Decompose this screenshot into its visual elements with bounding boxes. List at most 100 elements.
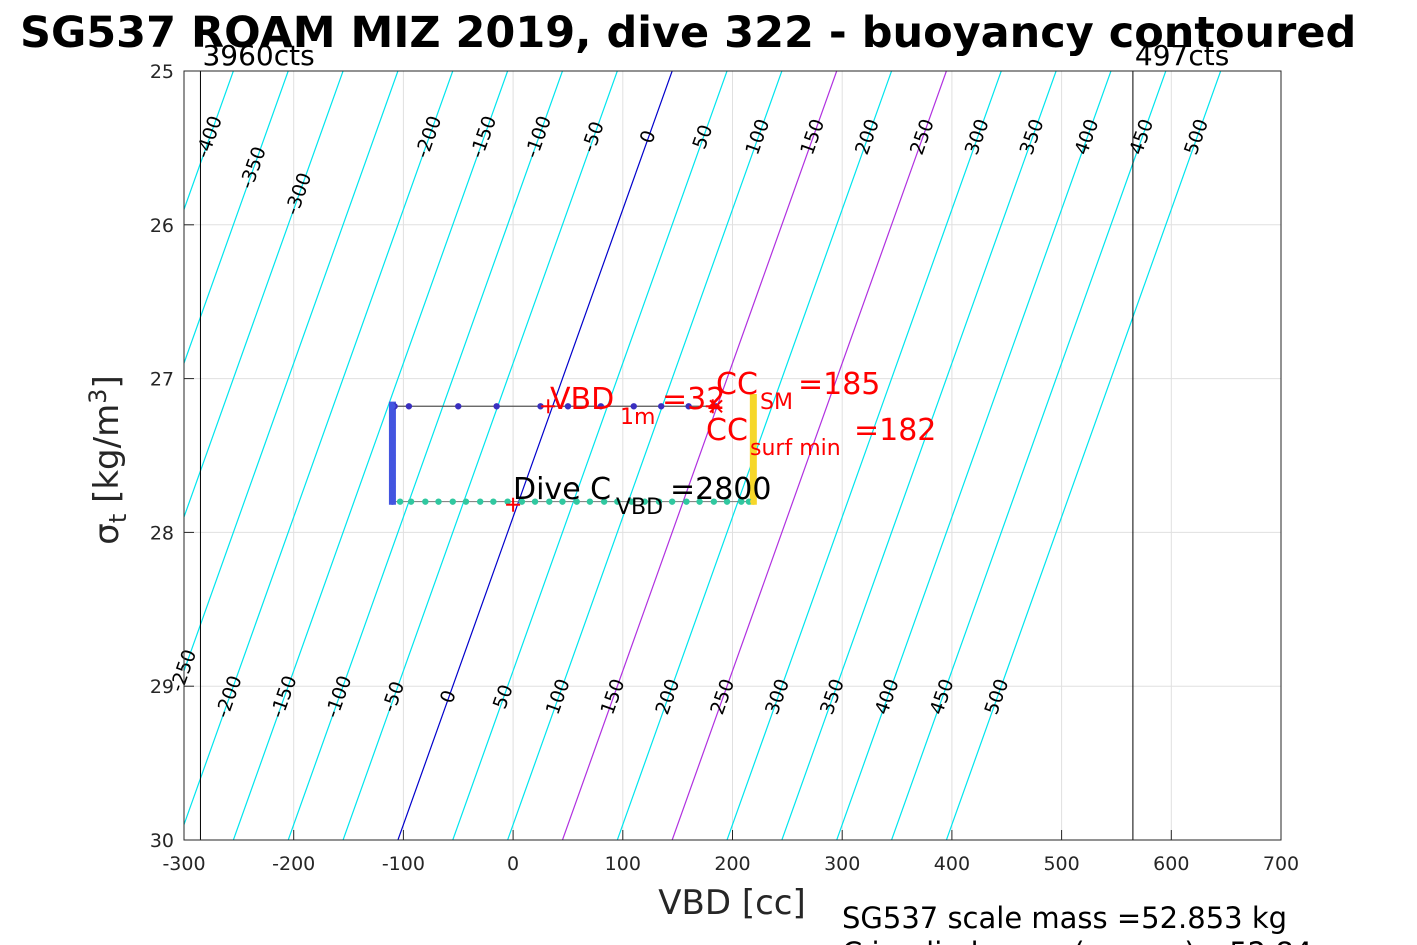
contour-label: 100 — [542, 676, 575, 718]
contour-label: 300 — [961, 116, 994, 158]
contour-label: 200 — [851, 116, 884, 158]
contour-label: 300 — [761, 676, 794, 718]
contour-label: 0 — [436, 687, 461, 706]
descent-point — [389, 498, 396, 505]
contour-line — [726, 71, 1002, 840]
bottom-point — [573, 498, 580, 505]
contour-line — [184, 71, 344, 519]
contour-line — [342, 71, 618, 840]
descent-point — [389, 475, 396, 482]
bottom-point — [641, 498, 648, 505]
contour-line — [452, 71, 728, 840]
x-tick-label: -300 — [162, 853, 205, 875]
contour-label: -200 — [411, 113, 446, 161]
ascent-point — [750, 393, 757, 401]
x-tick-label: 700 — [1263, 853, 1299, 875]
bottom-point — [723, 498, 731, 505]
ccsm-value: =185 — [798, 367, 880, 402]
contour-line — [671, 71, 948, 840]
descent-point — [389, 452, 396, 459]
contour-line — [781, 71, 1057, 840]
footer-scale-mass: SG537 scale mass =52.853 kg — [842, 901, 1287, 935]
contour-label: 100 — [741, 116, 774, 158]
contour-label: 0 — [636, 128, 661, 147]
divec-label: Dive C — [513, 472, 611, 507]
chart-title: SG537 ROAM MIZ 2019, dive 322 - buoyancy… — [20, 8, 1356, 58]
x-tick-label: -100 — [382, 853, 425, 875]
bottom-point — [600, 498, 608, 505]
contour-line — [184, 71, 454, 827]
contour-label: 50 — [689, 122, 718, 152]
bottom-point — [710, 498, 718, 505]
contour-label: -50 — [378, 678, 409, 715]
bottom-point — [518, 498, 526, 505]
bottom-point — [449, 498, 456, 505]
surface-point — [537, 403, 544, 410]
contour-label: -200 — [211, 673, 246, 721]
descent-point — [389, 421, 396, 428]
bottom-point — [504, 498, 511, 505]
ascent-point — [750, 421, 757, 428]
surface-point — [685, 403, 692, 410]
ascent-point — [750, 498, 757, 505]
bottom-point — [407, 498, 415, 505]
axes: -300 -200 -100 0 100 200 300 400 500 600 700252627… — [150, 61, 1299, 875]
descent-point — [389, 487, 396, 495]
surface-point — [564, 403, 572, 410]
bottom-point — [546, 498, 553, 505]
ascent-point — [750, 452, 757, 459]
contour-label: -350 — [236, 144, 271, 192]
x-tick-label: 200 — [714, 853, 750, 875]
x-axis-label: VBD [cc] — [658, 883, 806, 923]
contour-label: 250 — [906, 116, 939, 158]
bottom-point — [668, 498, 676, 505]
contour-label: -100 — [521, 113, 556, 161]
y-tick-label: 30 — [150, 830, 174, 852]
footer-implied-mass: C implied mass (approx) =52.84 — [842, 936, 1312, 945]
contour-label: 500 — [981, 676, 1014, 718]
x-tick-label: 500 — [1043, 853, 1079, 875]
surface-point — [405, 403, 413, 410]
contour-label: 250 — [706, 676, 739, 718]
contour-label: 400 — [1070, 116, 1103, 158]
x-tick-label: -200 — [272, 853, 315, 875]
bottom-point — [745, 498, 753, 505]
y-tick-label: 25 — [150, 61, 174, 83]
bottom-point — [396, 498, 404, 505]
ccsurf-value: =182 — [854, 413, 936, 448]
bottom-point — [490, 498, 497, 505]
contour-label: 150 — [597, 676, 630, 718]
ascent-point — [750, 436, 757, 444]
annotation-vbd1m: VBD 1m =32 — [550, 382, 725, 430]
bottom-point — [435, 498, 442, 505]
contour-label: -400 — [192, 113, 227, 161]
ccsm-label: CC — [716, 367, 758, 402]
vbd-limit-label: 3960cts — [202, 39, 314, 72]
contour-label: 500 — [1180, 116, 1213, 158]
ascent-point — [750, 483, 757, 490]
ccsurf-subscript: surf min — [750, 436, 841, 461]
bottom-point — [696, 498, 703, 505]
bottom-point — [683, 498, 690, 505]
contour-label: -150 — [466, 113, 501, 161]
contour-line — [184, 71, 399, 673]
ccsm-subscript: SM — [760, 390, 793, 415]
vbd1m-subscript: 1m — [620, 405, 655, 430]
descent-point — [389, 459, 396, 467]
contour-line — [836, 71, 1112, 840]
x-tick-label: 600 — [1153, 853, 1189, 875]
bottom-point — [738, 498, 745, 505]
bottom-point — [614, 498, 621, 505]
contour-line — [397, 71, 673, 840]
ascent-point — [750, 406, 757, 413]
descent-point — [389, 403, 396, 410]
vbd-limit-label: 497cts — [1135, 39, 1229, 72]
bottom-point — [422, 498, 429, 505]
contour-label: 350 — [816, 676, 849, 718]
contour-label: 200 — [651, 676, 684, 718]
x-tick-label: 0 — [507, 853, 519, 875]
contour-label: 150 — [796, 116, 829, 158]
ascent-point — [750, 467, 757, 475]
descent-point — [389, 483, 396, 490]
